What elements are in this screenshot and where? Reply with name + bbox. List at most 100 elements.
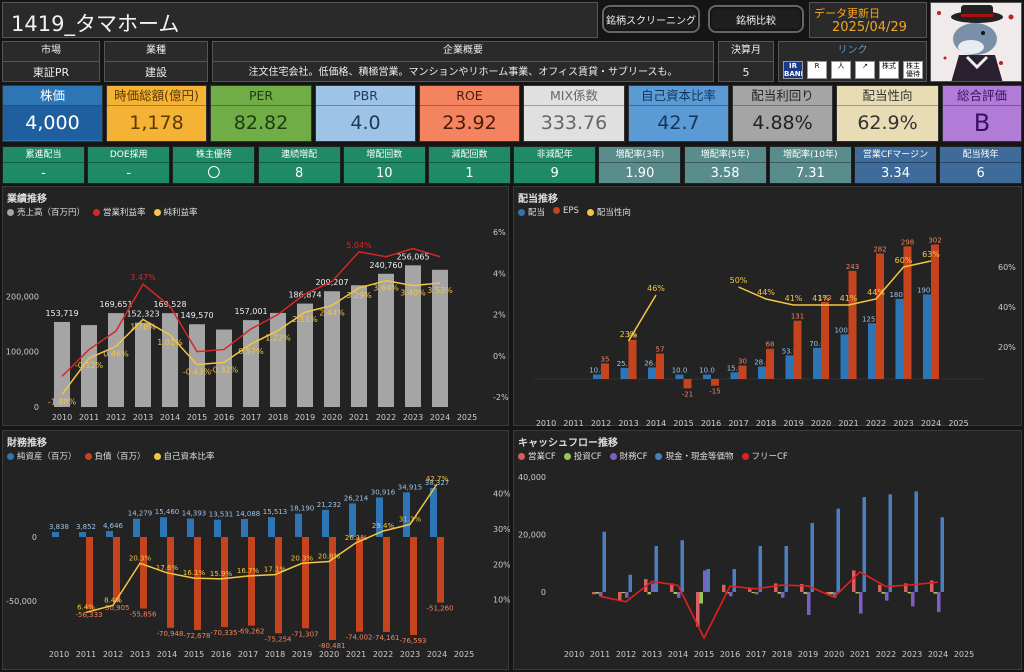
revenue-label: 149,570 xyxy=(180,311,213,320)
liabilities-bar xyxy=(167,537,174,628)
rakuten-link-icon[interactable]: R xyxy=(807,61,827,79)
kpi-0: 株価 4,000 xyxy=(2,85,103,142)
dividend-bar xyxy=(813,347,821,379)
revenue-bar xyxy=(216,329,232,407)
y-tick-right: 40% xyxy=(493,490,510,499)
payout-label: 41% xyxy=(785,294,803,303)
eps-bar xyxy=(628,339,637,379)
revenue-label: 209,207 xyxy=(315,278,348,287)
mascot-avatar xyxy=(930,2,1022,82)
x-tick: 2018 xyxy=(772,650,792,659)
dividend-label: 53.0 xyxy=(782,347,798,355)
net-margin-label: -0.32% xyxy=(210,365,239,374)
legend-dot xyxy=(518,209,525,216)
kpi-value: 4.88% xyxy=(733,106,832,140)
stat-5: 減配回数 1 xyxy=(428,146,511,184)
dividend-label: 25.0 xyxy=(617,360,633,368)
equity-ratio-label: 8.4% xyxy=(104,596,122,604)
cf-bar-2 xyxy=(703,570,707,592)
legend-label: 財務CF xyxy=(619,452,648,462)
legend-item: 配当性向 xyxy=(586,206,631,218)
legend-label: 配当性向 xyxy=(596,208,631,218)
y-tick-left: 20,000 xyxy=(518,531,546,540)
x-tick: 2010 xyxy=(536,419,556,427)
net-assets-label: 13,531 xyxy=(209,511,234,519)
kpi-value: 4.0 xyxy=(316,106,415,140)
liabilities-label: -56,333 xyxy=(75,611,102,619)
payout-label: 41% xyxy=(840,294,858,303)
kpi-label: 自己資本比率 xyxy=(629,86,728,106)
payout-label: 46% xyxy=(647,284,665,293)
cf-bar-0 xyxy=(774,583,778,592)
x-tick: 2017 xyxy=(241,413,261,422)
eps-label: 173 xyxy=(818,294,831,302)
overview-value: 注文住宅会社。低価格、積極営業。マンションやリホーム事業、オフィス賃貸・サブリー… xyxy=(248,67,678,78)
overview-label: 企業概要 xyxy=(213,42,713,62)
stat-value: 3.34 xyxy=(881,166,910,181)
net-margin-label: -0.43% xyxy=(183,368,212,377)
cashflow-title: キャッシュフロー推移 xyxy=(518,438,618,449)
liabilities-bar xyxy=(221,537,228,628)
kpi-value: 23.92 xyxy=(420,106,519,140)
net-assets-label: 14,088 xyxy=(236,510,261,518)
person-link-icon[interactable]: 人 xyxy=(831,61,851,79)
compare-button[interactable]: 銘柄比較 xyxy=(708,5,804,33)
net-margin-label: 1.76% xyxy=(130,322,156,331)
revenue-bar xyxy=(189,324,205,407)
chart-link-icon[interactable]: ↗ xyxy=(855,61,875,79)
x-tick: 2025 xyxy=(454,650,474,659)
ir-bank-link-icon[interactable]: IR BANK xyxy=(783,61,803,79)
y-tick-right: -2% xyxy=(493,393,509,402)
net-assets-bar xyxy=(430,487,437,537)
net-assets-bar xyxy=(403,492,410,537)
liabilities-label: -70,948 xyxy=(156,630,183,638)
dividend-bar xyxy=(840,334,849,379)
minkabu-link-icon[interactable]: 株式 xyxy=(879,61,899,79)
dividend-bar xyxy=(868,323,876,379)
stat-label: 株主優待 xyxy=(173,147,255,163)
kabutan-link-icon[interactable]: 株主優待 xyxy=(903,61,923,79)
legend-item: 現金・現金等価物 xyxy=(655,450,734,462)
net-assets-bar xyxy=(295,513,302,537)
stat-11: 配当残年 6 xyxy=(939,146,1023,184)
dividend-label: 100.0 xyxy=(834,326,854,334)
x-tick: 2025 xyxy=(954,650,974,659)
kpi-label: 配当利回り xyxy=(733,86,832,106)
net-assets-label: 15,513 xyxy=(263,508,288,516)
market-value: 東証PR xyxy=(32,66,70,79)
eps-label: 298 xyxy=(901,238,914,246)
eps-label: 57 xyxy=(656,346,665,354)
dividend-bar xyxy=(923,294,931,379)
net-margin-label: -1.88% xyxy=(48,398,77,407)
liabilities-label: -69,262 xyxy=(237,628,264,636)
stat-label: 増配率(3年) xyxy=(599,147,681,163)
kpi-value: 82.82 xyxy=(211,106,311,140)
x-tick: 2015 xyxy=(694,650,714,659)
x-tick: 2012 xyxy=(616,650,636,659)
net-margin-label: 1.22% xyxy=(265,334,291,343)
stat-label: 増配率(10年) xyxy=(769,147,851,163)
screening-button[interactable]: 銘柄スクリーニング xyxy=(602,5,700,33)
legend-dot xyxy=(518,453,525,460)
x-tick: 2022 xyxy=(373,650,393,659)
x-tick: 2011 xyxy=(76,650,96,659)
x-tick: 2010 xyxy=(564,650,584,659)
cf-bar-0 xyxy=(748,587,752,592)
eps-bar xyxy=(656,353,664,379)
x-tick: 2021 xyxy=(349,413,369,422)
revenue-bar xyxy=(351,285,367,407)
net-assets-label: 38,327 xyxy=(425,479,450,487)
net-margin-label: 2.44% xyxy=(319,308,345,317)
market-label: 市場 xyxy=(3,42,99,62)
stat-8: 増配率(5年) 3.58 xyxy=(683,146,767,184)
revenue-bar xyxy=(81,325,97,407)
legend-label: 現金・現金等価物 xyxy=(665,452,734,462)
liabilities-label: -74,161 xyxy=(372,634,399,642)
liabilities-bar xyxy=(302,537,309,629)
stat-value: 9 xyxy=(550,166,559,181)
x-tick: 2023 xyxy=(400,650,420,659)
x-tick: 2011 xyxy=(590,650,610,659)
payout-line-1 xyxy=(627,294,657,342)
payout-label: 41% xyxy=(812,294,830,303)
eps-bar xyxy=(848,270,857,379)
